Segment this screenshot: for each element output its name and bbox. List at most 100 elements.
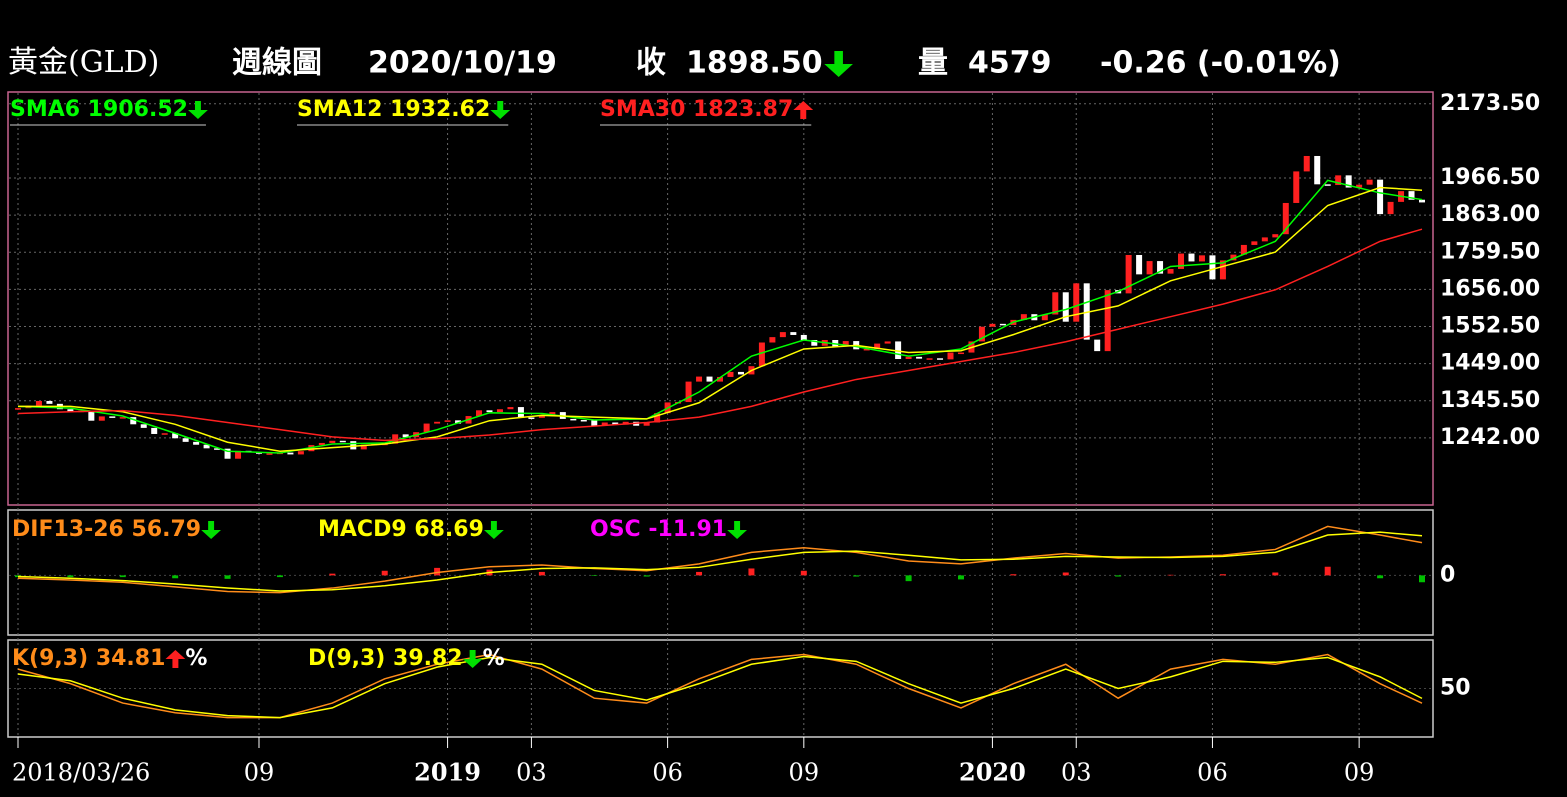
candle-body [727, 371, 734, 377]
candle-body [517, 407, 524, 418]
x-tick-label: 2019 [414, 758, 481, 787]
osc-bar [381, 570, 388, 576]
osc-bar [748, 568, 755, 576]
candle-body [35, 400, 42, 406]
y-tick-label: 1449.00 [1440, 351, 1540, 376]
osc-bar [1219, 574, 1226, 576]
close-label: 收 [636, 46, 666, 81]
candle-body [130, 417, 137, 425]
osc-bar [1010, 574, 1017, 576]
candle-body [1366, 179, 1373, 185]
osc-bar [172, 575, 179, 579]
series-line [17, 228, 1423, 442]
candle-body [884, 341, 891, 344]
trend-arrow [201, 521, 222, 539]
candle-body [800, 334, 807, 340]
y-tick-label: 1656.00 [1440, 276, 1540, 301]
legend-entry: SMA6 1906.52 [10, 97, 188, 122]
candle-body [496, 409, 503, 413]
x-tick-label: 2018/03/26 [12, 759, 150, 787]
legend-value: 1932.62 [390, 97, 490, 122]
candle-body [1345, 175, 1352, 188]
candle-body [905, 356, 912, 360]
osc-bar [119, 575, 126, 578]
legend-name: D(9,3) [308, 646, 385, 671]
candle-body [1178, 253, 1185, 269]
instrument-name: 黃金(GLD) [8, 45, 159, 80]
candle-body [999, 323, 1006, 326]
osc-bar [329, 573, 336, 576]
candle-body [1408, 191, 1415, 200]
osc-bar [1419, 575, 1425, 583]
candle-body [758, 342, 765, 367]
candle-body [1251, 241, 1258, 245]
candle-body [947, 352, 954, 360]
candle-body [1303, 155, 1310, 172]
legend-name: MACD9 [318, 517, 407, 542]
osc-bar [853, 575, 860, 577]
osc-bar [591, 575, 598, 576]
candle-body [151, 427, 158, 434]
volume-label: 量 [918, 46, 948, 81]
candle-body [989, 323, 996, 327]
candle-body [1157, 261, 1164, 274]
osc-bar [1324, 566, 1331, 576]
candle-body [1387, 201, 1394, 215]
y-tick-label: 1242.00 [1440, 425, 1540, 450]
candle-body [402, 434, 409, 438]
candle-body [842, 341, 849, 347]
candle-body [779, 332, 786, 338]
trend-arrow [793, 101, 814, 119]
candle-body [287, 452, 294, 455]
y-tick-label: 0 [1440, 562, 1455, 587]
candle-body [1282, 202, 1289, 235]
candle-body [434, 421, 441, 424]
candle-body [1324, 184, 1331, 186]
candle-body [109, 416, 116, 418]
osc-bar [1115, 575, 1122, 577]
candle-body [1094, 339, 1101, 352]
candle-body [224, 448, 231, 459]
candle-body [214, 448, 221, 450]
legend-unit: % [483, 646, 505, 671]
series-line [17, 525, 1423, 594]
osc-bar [67, 575, 74, 578]
x-tick-label: 2020 [959, 758, 1026, 787]
date: 2020/10/19 [368, 46, 557, 81]
candle-body [350, 441, 357, 450]
trend-arrow [824, 51, 853, 77]
candle-body [580, 419, 587, 422]
candle-body [235, 450, 242, 459]
osc-bar [434, 567, 441, 576]
candle-body [339, 440, 346, 443]
candle-body [769, 337, 776, 343]
candle-body [318, 442, 325, 446]
osc-bar [1377, 575, 1384, 579]
x-tick-label: 06 [1197, 759, 1228, 787]
x-tick-label: 03 [1061, 759, 1092, 787]
candle-body [1356, 184, 1363, 188]
legend-value: 68.69 [414, 517, 484, 542]
trend-arrow [188, 101, 208, 119]
legend-entry: D(9,3) 39.82 [308, 646, 463, 671]
legend-entry: OSC -11.91 [590, 517, 727, 542]
osc-bar [1272, 572, 1279, 576]
legend-entry: DIF13-26 56.79 [12, 517, 201, 542]
legend-entry: SMA12 1932.62 [297, 97, 490, 122]
legend-entry: K(9,3) 34.81 [12, 646, 165, 671]
candle-body [811, 339, 818, 346]
candle-body [591, 420, 598, 426]
candle-body [476, 410, 483, 417]
volume-value: 4579 [968, 46, 1052, 81]
candle-body [937, 358, 944, 360]
candle-body [863, 348, 870, 351]
candle-body [203, 444, 210, 449]
x-tick-label: 09 [244, 759, 275, 787]
candle-body [916, 356, 923, 359]
candle-body [360, 444, 367, 450]
candle-body [444, 420, 451, 422]
osc-bar [905, 575, 912, 582]
candle-body [172, 433, 179, 439]
candle-body [1335, 175, 1342, 186]
